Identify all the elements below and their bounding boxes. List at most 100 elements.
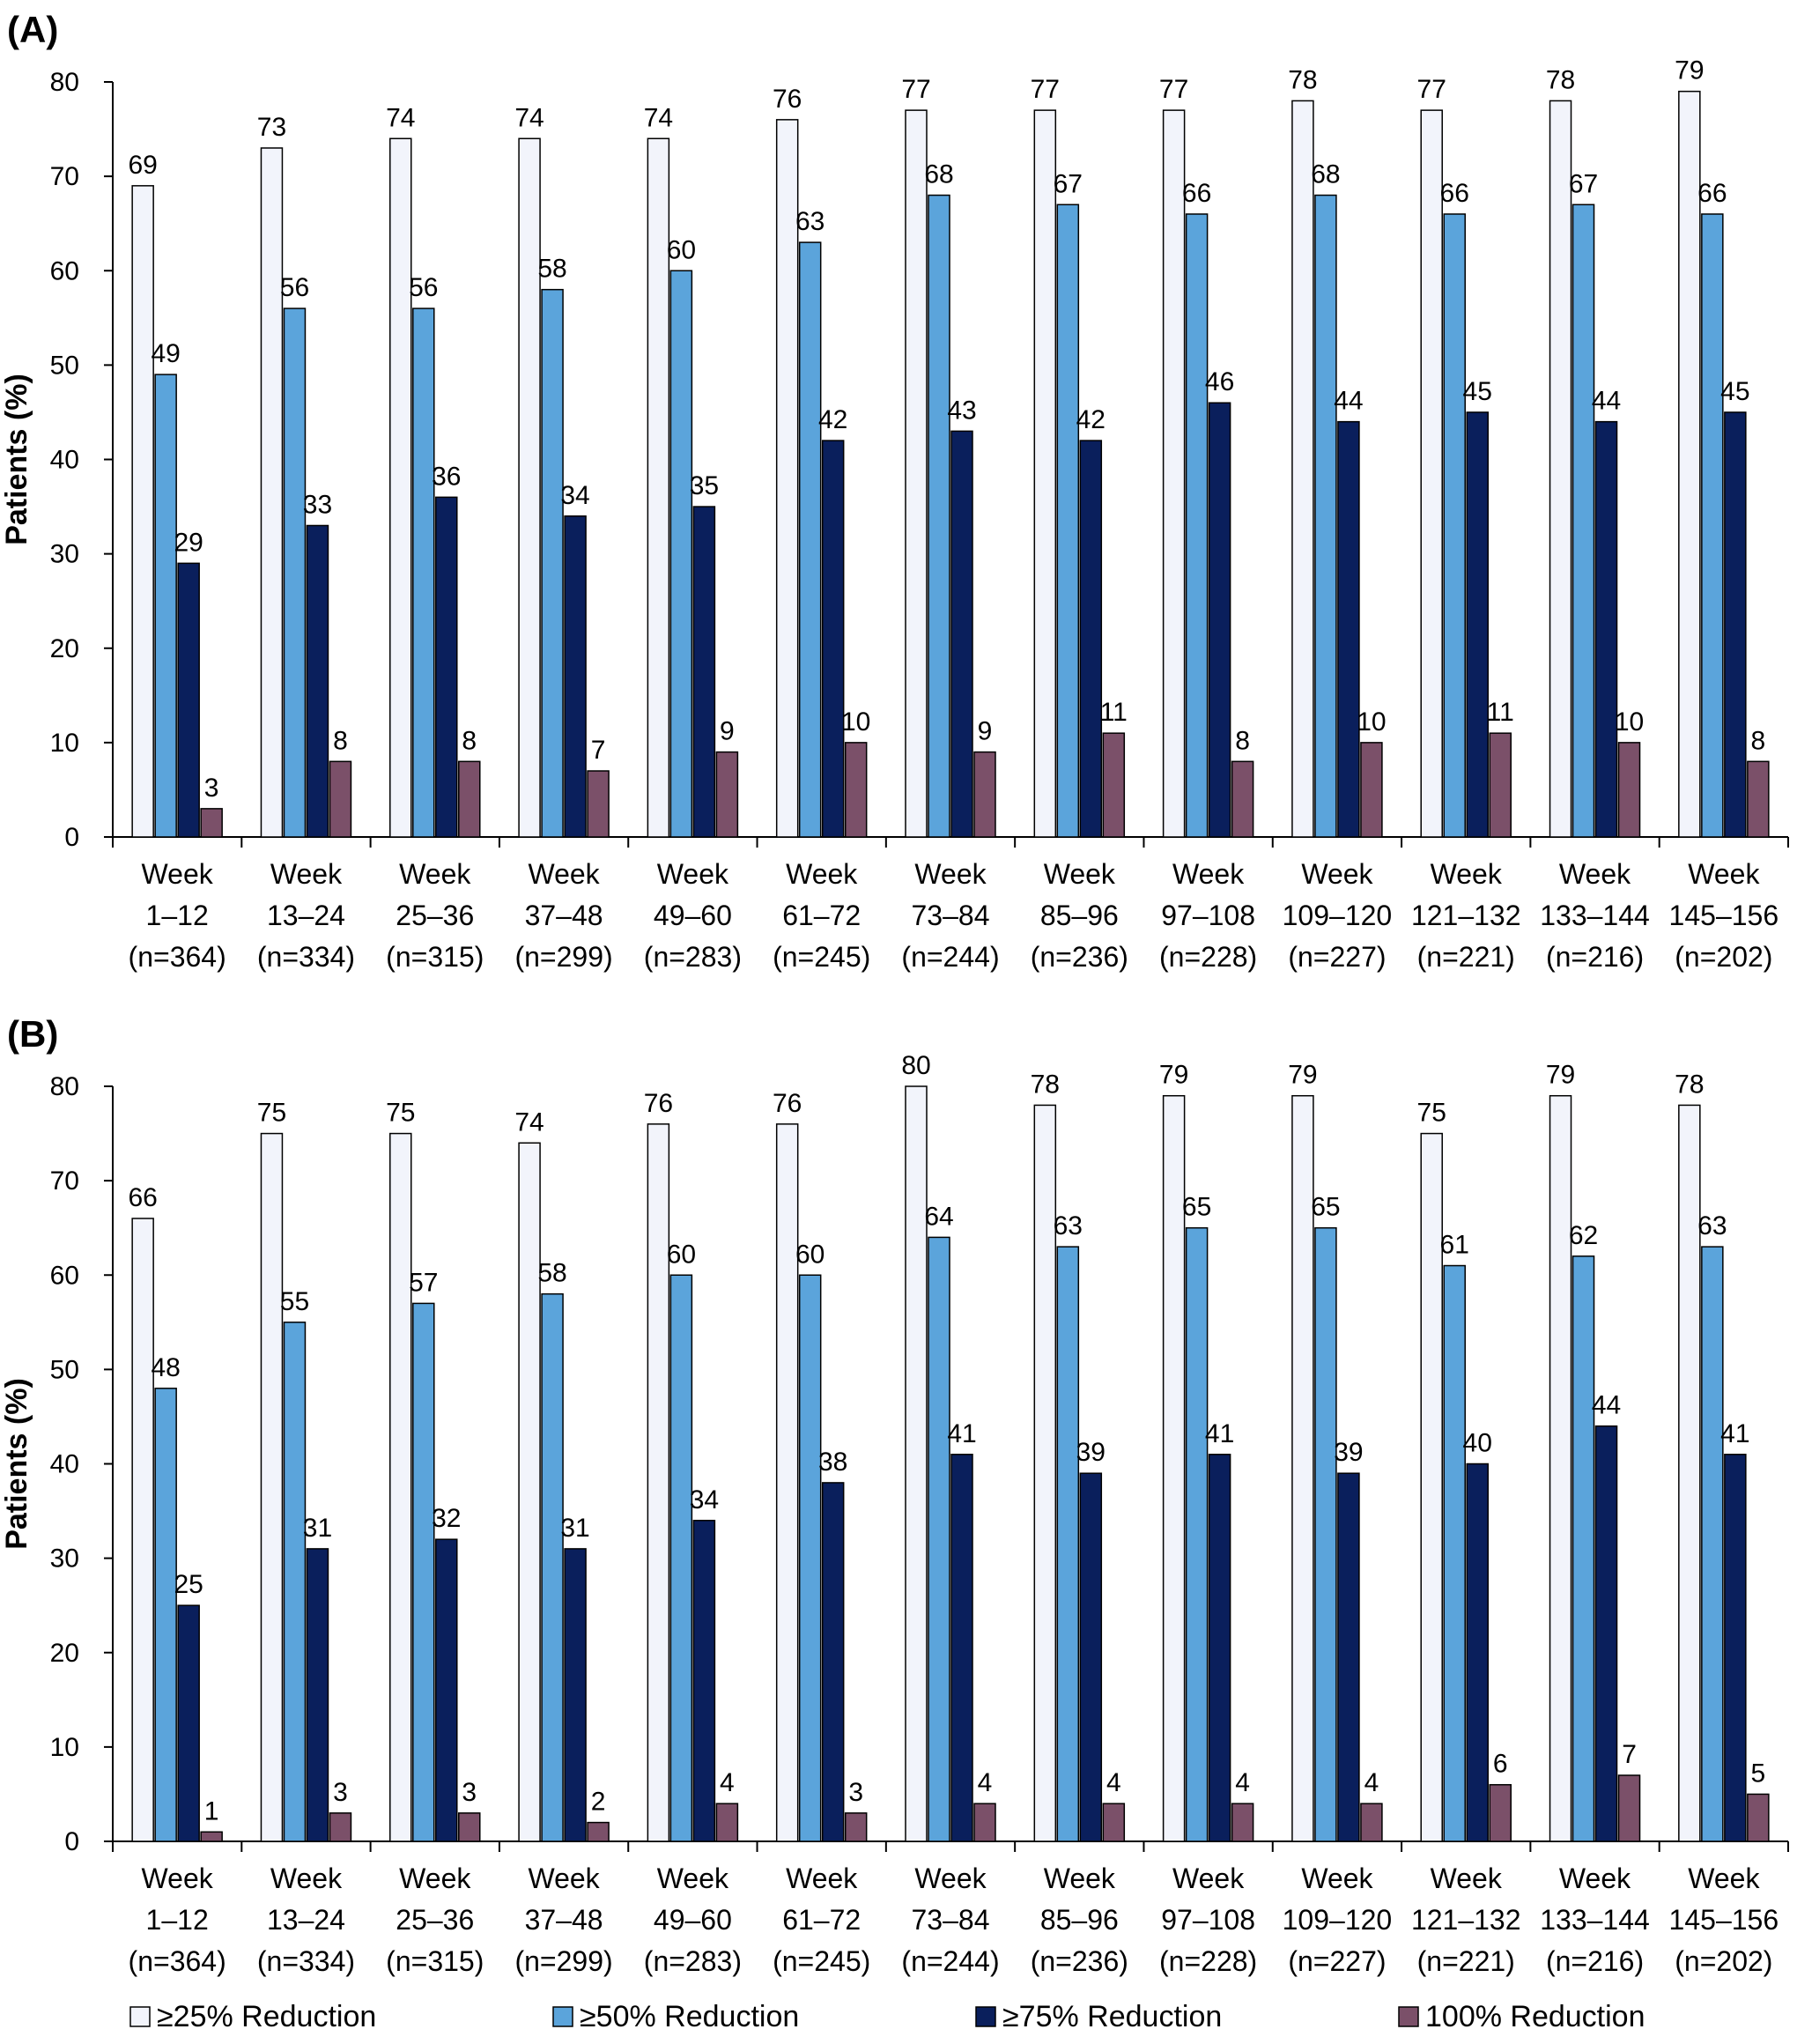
bar — [1360, 1803, 1383, 1842]
data-label: 63 — [1054, 1211, 1083, 1240]
bar — [131, 1218, 154, 1842]
bar — [587, 1821, 610, 1842]
bar — [260, 147, 284, 838]
bar — [412, 307, 435, 838]
y-tick-label: 50 — [50, 351, 79, 380]
data-label: 80 — [901, 1051, 930, 1080]
data-label: 58 — [537, 1259, 566, 1288]
data-label: 35 — [690, 471, 719, 500]
bar — [1701, 213, 1724, 838]
data-label: 77 — [1417, 75, 1446, 104]
data-label: 7 — [591, 736, 606, 765]
data-label: 63 — [795, 207, 825, 236]
data-label: 67 — [1569, 169, 1598, 198]
bar — [669, 1274, 693, 1842]
data-label: 65 — [1311, 1193, 1340, 1222]
y-tick-label: 60 — [50, 256, 79, 285]
x-tick-label: 145–156 — [1669, 900, 1779, 931]
bar — [821, 440, 845, 838]
data-label: 11 — [1487, 698, 1514, 727]
data-label: 45 — [1463, 377, 1492, 406]
x-tick-label: (n=299) — [514, 1945, 612, 1977]
bar — [1678, 1104, 1701, 1842]
bar — [1549, 100, 1572, 838]
data-label: 11 — [1100, 698, 1128, 727]
y-axis-label: Patients (%) — [0, 1378, 33, 1550]
data-label: 10 — [1615, 707, 1644, 737]
bar — [435, 496, 458, 838]
bar — [1291, 1094, 1314, 1842]
y-tick-label: 20 — [50, 1639, 79, 1668]
bar — [1102, 732, 1126, 838]
bar — [458, 1812, 481, 1842]
data-label: 44 — [1592, 387, 1621, 416]
data-label: 75 — [386, 1099, 415, 1128]
x-tick-label: (n=334) — [257, 1945, 355, 1977]
data-label: 60 — [795, 1240, 825, 1269]
legend-swatch — [552, 2006, 573, 2027]
x-tick-label: 145–156 — [1669, 1904, 1779, 1936]
data-label: 66 — [1697, 179, 1727, 208]
panel-label: (A) — [7, 9, 58, 50]
data-label: 65 — [1182, 1193, 1211, 1222]
x-tick-label: (n=228) — [1159, 941, 1257, 973]
x-tick-label: (n=221) — [1417, 1945, 1515, 1977]
data-label: 79 — [1159, 1061, 1188, 1090]
data-label: 76 — [644, 1089, 673, 1118]
data-label: 73 — [257, 113, 286, 142]
bar — [329, 1812, 352, 1842]
bar — [647, 137, 670, 838]
data-label: 25 — [174, 1570, 203, 1599]
y-tick-label: 80 — [50, 1072, 79, 1101]
data-label: 78 — [1675, 1070, 1704, 1099]
data-label: 78 — [1031, 1070, 1060, 1099]
data-label: 4 — [1235, 1768, 1250, 1797]
x-tick-label: Week — [1559, 858, 1631, 890]
bar — [1314, 194, 1337, 838]
y-tick-label: 40 — [50, 446, 79, 475]
bar — [1231, 760, 1254, 838]
data-label: 75 — [257, 1099, 286, 1128]
x-tick-label: Week — [399, 1863, 471, 1894]
x-tick-label: (n=315) — [386, 941, 484, 973]
bar — [412, 1302, 435, 1842]
x-tick-label: Week — [270, 858, 343, 890]
bar — [458, 760, 481, 838]
x-tick-label: Week — [786, 1863, 858, 1894]
y-axis-label: Patients (%) — [0, 374, 33, 545]
data-label: 74 — [644, 103, 673, 132]
bar — [905, 1085, 928, 1842]
x-tick-label: (n=227) — [1288, 1945, 1386, 1977]
x-tick-label: 49–60 — [654, 1904, 732, 1936]
x-tick-label: Week — [1044, 1863, 1116, 1894]
data-label: 68 — [1311, 160, 1340, 189]
x-tick-label: Week — [1559, 1863, 1631, 1894]
x-tick-label: Week — [528, 858, 600, 890]
bar — [1231, 1803, 1254, 1842]
bar — [154, 374, 177, 838]
bar — [1079, 440, 1103, 838]
bar — [692, 506, 716, 838]
x-tick-label: 13–24 — [267, 900, 345, 931]
bar — [1489, 732, 1512, 838]
data-label: 39 — [1334, 1438, 1363, 1467]
legend-label: 100% Reduction — [1425, 2000, 1645, 2033]
bar — [1420, 109, 1443, 838]
x-tick-label: (n=227) — [1288, 941, 1386, 973]
x-tick-label: (n=221) — [1417, 941, 1515, 973]
bar — [1617, 742, 1641, 838]
data-label: 58 — [537, 255, 566, 284]
x-tick-label: 1–12 — [146, 1904, 209, 1936]
data-label: 8 — [1751, 726, 1766, 755]
x-tick-label: 25–36 — [396, 900, 474, 931]
y-tick-label: 40 — [50, 1450, 79, 1479]
x-tick-label: (n=245) — [773, 1945, 870, 1977]
data-label: 44 — [1592, 1391, 1621, 1420]
bar — [1701, 1246, 1724, 1842]
bar — [669, 270, 693, 838]
bar — [306, 524, 329, 838]
x-tick-label: Week — [914, 858, 987, 890]
data-label: 62 — [1569, 1221, 1598, 1250]
bar — [1549, 1094, 1572, 1842]
